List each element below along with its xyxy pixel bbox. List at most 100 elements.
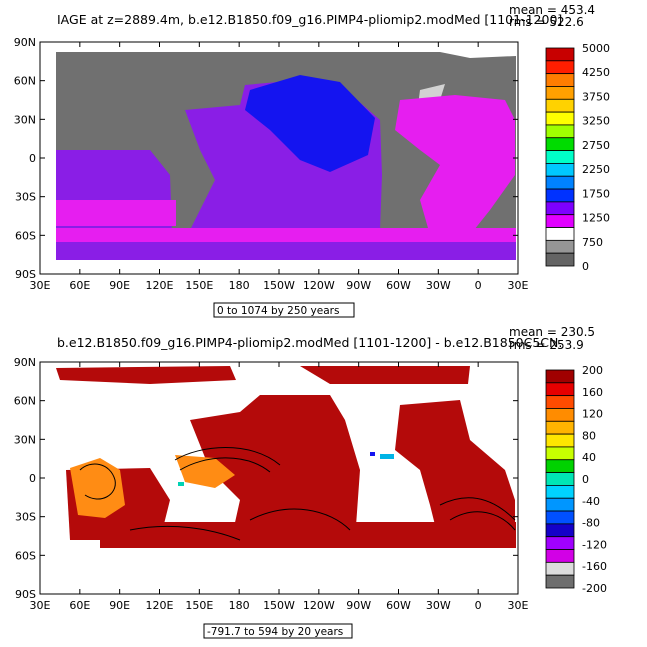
- p2-colorbar-swatch: [545, 523, 575, 538]
- p2-lon-label: 30W: [426, 599, 451, 612]
- p1-colorbar-swatch: [545, 188, 575, 203]
- p1-lon-label: 60E: [69, 279, 90, 292]
- panel2-range-box: [203, 623, 353, 639]
- p1-colorbar-swatch: [545, 201, 575, 216]
- p2-lon-label: 150E: [185, 599, 213, 612]
- panel1-range-text: 0 to 1074 by 250 years: [217, 305, 339, 317]
- p1-lat-label: 90N: [14, 36, 36, 49]
- panel1-mean: mean = 453.4: [509, 3, 595, 17]
- p1-lat-label: 60S: [15, 229, 36, 242]
- panel2-small-cyan: [380, 454, 394, 459]
- p1-colorbar-label: 3250: [582, 115, 610, 128]
- p1-colorbar-swatch: [545, 163, 575, 177]
- panel2-title: b.e12.B1850.f09_g16.PIMP4-pliomip2.modMe…: [57, 335, 562, 350]
- p1-colorbar-swatch: [545, 98, 575, 113]
- p2-lon-label: 90E: [109, 599, 130, 612]
- p2-colorbar-label: 40: [582, 451, 596, 464]
- panel2-ticks: [39, 361, 519, 595]
- p1-lat-label: 30S: [15, 191, 36, 204]
- p1-lat-label: 0: [29, 152, 36, 165]
- p1-colorbar-swatch: [545, 86, 575, 100]
- p2-colorbar-swatch: [545, 420, 575, 435]
- p2-lat-label: 30S: [15, 511, 36, 524]
- p2-colorbar-swatch: [545, 510, 575, 525]
- panel1-lon-labels: 30E 60E 90E 120E 150E 180 150W 120W 90W 60W 30W 0 30…: [30, 279, 529, 292]
- p1-colorbar-swatch: [545, 124, 575, 139]
- p1-lon-label: 150E: [185, 279, 213, 292]
- p1-lon-label: 120W: [303, 279, 335, 292]
- p1-lat-label: 30N: [14, 113, 36, 126]
- panel2-colorbar-labels: 200 160 120 80 40 0 -40 -80 -120 -160 -200: [582, 364, 607, 595]
- p1-lon-label: 30E: [508, 279, 529, 292]
- p1-lat-label: 90S: [15, 268, 36, 281]
- p1-lon-label: 180: [229, 279, 250, 292]
- p2-lat-label: 60S: [15, 549, 36, 562]
- p2-colorbar-swatch: [545, 395, 575, 409]
- panel1-antarctic-band: [56, 242, 516, 260]
- panel2-small-blue: [370, 452, 375, 456]
- panel2-anomaly-indian: [70, 458, 125, 518]
- panel1-north-pacific-deep: [245, 75, 375, 172]
- p1-colorbar-swatch: [545, 239, 575, 254]
- panel2-contour-3: [79, 463, 116, 500]
- p2-lon-label: 60E: [69, 599, 90, 612]
- p2-colorbar-label: -80: [582, 517, 600, 530]
- panel2-pacific-ocean: [190, 395, 360, 545]
- p2-colorbar-label: 80: [582, 429, 596, 442]
- p1-colorbar-swatch: [545, 150, 575, 164]
- panel1-south-indian: [56, 200, 176, 226]
- panel2-atlantic-ocean: [395, 400, 515, 545]
- p1-colorbar-label: 4250: [582, 66, 610, 79]
- panel2-arctic: [56, 366, 236, 384]
- p2-lon-label: 30E: [30, 599, 51, 612]
- p1-lon-label: 90W: [346, 279, 371, 292]
- panel1-range-box: [213, 302, 355, 318]
- p1-colorbar-swatch: [545, 252, 575, 267]
- p1-lon-label: 120E: [146, 279, 174, 292]
- panel2-contour-4: [249, 508, 351, 531]
- panel2-contour-2: [179, 457, 271, 473]
- p2-lon-label: 30E: [508, 599, 529, 612]
- panel2-contour-5: [439, 497, 516, 521]
- p2-colorbar-swatch: [545, 561, 575, 576]
- panel2-anomaly-pacific: [175, 455, 235, 488]
- p2-lat-label: 0: [29, 472, 36, 485]
- p2-colorbar-swatch: [545, 433, 575, 448]
- p2-lon-label: 180: [229, 599, 250, 612]
- p2-colorbar-label: -120: [582, 538, 607, 551]
- p2-lat-label: 90S: [15, 588, 36, 601]
- p2-colorbar-swatch: [545, 446, 575, 461]
- panel1-colorbar: [545, 47, 575, 267]
- p2-lon-label: 120W: [303, 599, 335, 612]
- panel1-lat-labels: 90N 60N 30N 0 30S 60S 90S: [14, 36, 36, 281]
- p2-colorbar-swatch: [545, 549, 575, 563]
- p2-colorbar-swatch: [545, 408, 575, 422]
- p1-colorbar-label: 5000: [582, 42, 610, 55]
- panel1-title: IAGE at z=2889.4m, b.e12.B1850.f09_g16.P…: [57, 12, 562, 27]
- panel2-range-text: -791.7 to 594 by 20 years: [207, 626, 343, 638]
- panel1-colorbar-labels: 5000 4250 3750 3250 2750 2250 1750 1250 750 0: [582, 42, 610, 273]
- p1-colorbar-swatch: [545, 60, 575, 75]
- p1-colorbar-swatch: [545, 73, 575, 87]
- p1-colorbar-label: 3750: [582, 90, 610, 103]
- p1-lon-label: 30E: [30, 279, 51, 292]
- p2-colorbar-swatch: [545, 472, 575, 486]
- panel2-contour-6: [449, 511, 516, 531]
- p2-lon-label: 0: [475, 599, 482, 612]
- p2-lon-label: 60W: [386, 599, 411, 612]
- p1-colorbar-swatch: [545, 214, 575, 228]
- panel2-lat-labels: 90N 60N 30N 0 30S 60S 90S: [14, 356, 36, 601]
- panel2-small-teal: [178, 482, 184, 486]
- panel1-atlantic-ocean: [395, 95, 515, 235]
- p2-colorbar-label: -200: [582, 582, 607, 595]
- p2-colorbar-label: -160: [582, 560, 607, 573]
- p1-colorbar-swatch: [545, 47, 575, 62]
- panel1-southern-band: [56, 228, 516, 242]
- p1-colorbar-label: 0: [582, 260, 589, 273]
- p2-lat-label: 90N: [14, 356, 36, 369]
- p2-colorbar-swatch: [545, 485, 575, 499]
- p2-colorbar-label: 160: [582, 386, 603, 399]
- p1-colorbar-swatch: [545, 111, 575, 126]
- p1-lon-label: 0: [475, 279, 482, 292]
- p1-colorbar-label: 1750: [582, 187, 610, 200]
